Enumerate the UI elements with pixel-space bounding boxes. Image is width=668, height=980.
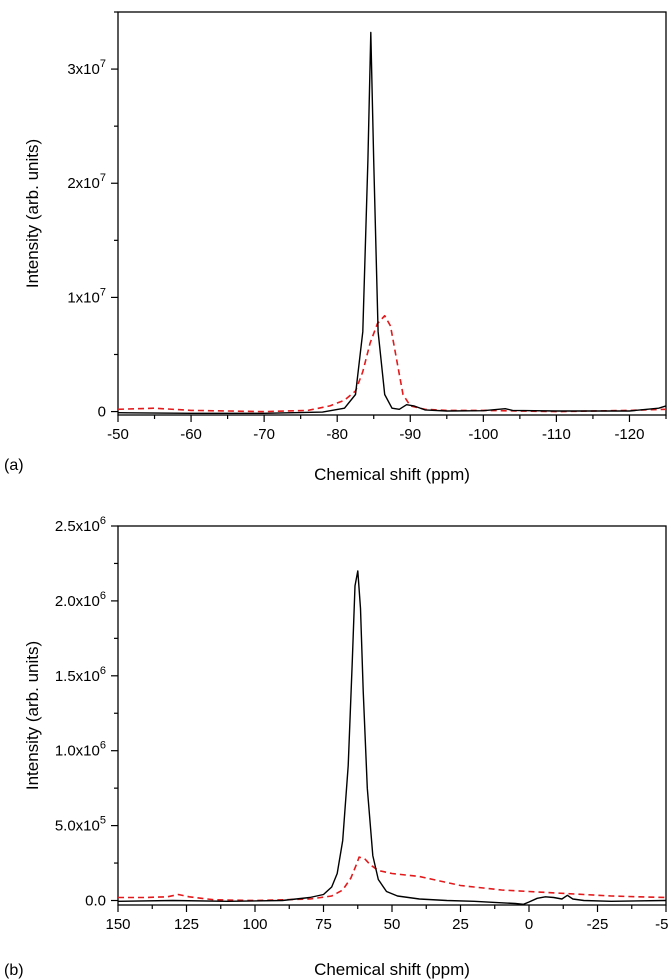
x-axis-title: Chemical shift (ppm) xyxy=(314,465,470,484)
y-tick-label: 1x107 xyxy=(67,286,106,306)
x-tick-label: -90 xyxy=(399,426,421,443)
panel-a: -50 -60 -70 -80 -90 -100 -110 -120 0 1x107 2x107 3x… xyxy=(4,11,667,484)
x-tick-label: 0 xyxy=(525,916,533,933)
x-tick-label: 100 xyxy=(242,916,267,933)
series-line-black xyxy=(117,570,667,905)
y-tick-label: 0 xyxy=(98,404,106,421)
panel-label: (a) xyxy=(4,457,24,474)
x-tick-label: -25 xyxy=(587,916,609,933)
y-tick-label: 2x107 xyxy=(67,172,106,192)
x-tick-label: 75 xyxy=(315,916,332,933)
series-line-black xyxy=(117,31,667,414)
x-tick-label: -100 xyxy=(468,426,498,443)
y-tick-label: 5.0x105 xyxy=(55,815,106,835)
x-tick-label: -110 xyxy=(542,426,571,443)
x-tick-label: 25 xyxy=(452,916,469,933)
plot-frame xyxy=(117,11,667,416)
series-line-red-dashed xyxy=(118,856,667,902)
panel-label: (b) xyxy=(4,962,24,979)
x-tick-label: -50 xyxy=(655,916,668,933)
x-tick-label: -120 xyxy=(614,426,644,443)
x-tick-label: -60 xyxy=(180,426,202,443)
x-tick-label: -70 xyxy=(253,426,275,443)
panel-b: 150 125 100 75 50 25 0 -25 -50 0.0 5.0x105 1.0x106 1… xyxy=(4,515,668,979)
y-tick-label: 1.5x106 xyxy=(55,665,106,685)
y-tick-label: 2.0x106 xyxy=(55,590,106,610)
x-tick-label: -80 xyxy=(326,426,348,443)
y-tick-label: 2.5x106 xyxy=(55,515,106,535)
x-tick-label: 150 xyxy=(105,916,130,933)
x-tick-label: 125 xyxy=(174,916,199,933)
y-tick-label: 1.0x106 xyxy=(55,740,106,760)
y-tick-label: 3x107 xyxy=(67,58,106,78)
series-line-red-dashed xyxy=(117,314,667,413)
y-tick-label: 0.0 xyxy=(85,893,106,910)
x-axis-title: Chemical shift (ppm) xyxy=(314,960,470,979)
y-axis-title: Intensity (arb. units) xyxy=(23,139,42,288)
plot-frame xyxy=(117,525,667,906)
x-tick-label: 50 xyxy=(384,916,401,933)
x-tick-label: -50 xyxy=(107,426,129,443)
y-axis-title: Intensity (arb. units) xyxy=(23,641,42,790)
